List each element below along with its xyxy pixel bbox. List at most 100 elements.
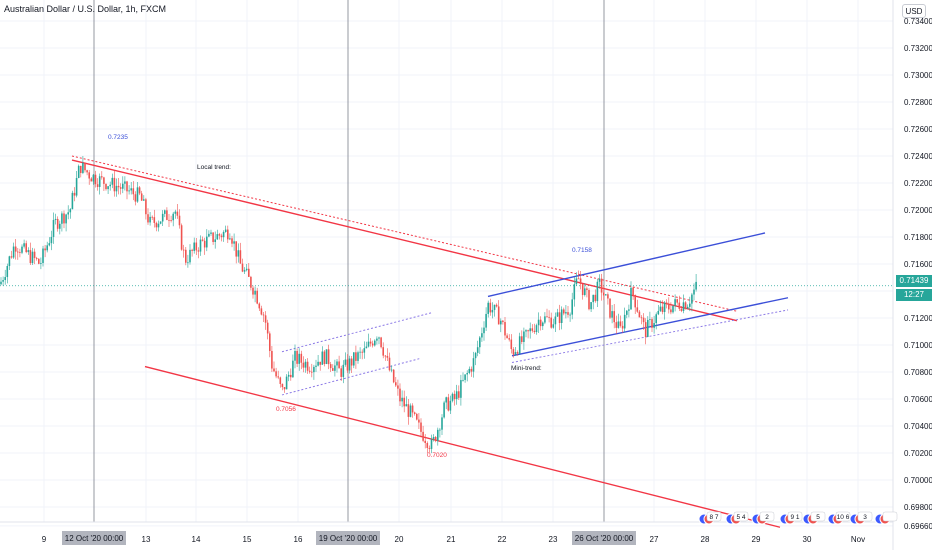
- candle-body: [382, 347, 384, 356]
- candle-body: [672, 305, 674, 313]
- candle-body: [56, 218, 59, 229]
- candle-body: [285, 376, 288, 390]
- candle-body: [531, 328, 534, 331]
- candle-body: [260, 308, 263, 315]
- candle-body: [208, 233, 210, 237]
- candle-body: [136, 187, 139, 202]
- candle-body: [29, 250, 32, 264]
- candle-body: [542, 322, 544, 327]
- trend-lines: [71, 155, 789, 528]
- candle-body: [674, 299, 676, 306]
- candle-body: [304, 361, 307, 368]
- candle-body: [525, 330, 527, 332]
- price-tick-label: 0.70200: [904, 449, 932, 458]
- price-axis[interactable]: 0.69660 0.69800 0.70000 0.70200 0.70400 0.706…: [892, 0, 932, 550]
- candle-body: [663, 302, 666, 313]
- candle-body: [575, 278, 578, 285]
- price-tick-label: 0.70800: [904, 368, 932, 377]
- event-badge[interactable]: 5 4: [725, 511, 749, 525]
- candle-body: [689, 303, 691, 307]
- time-tick-label: 29: [752, 535, 761, 544]
- candle-body: [602, 292, 605, 296]
- candle-body: [170, 220, 172, 221]
- event-count-bg: [835, 511, 851, 522]
- candle-body: [418, 419, 420, 423]
- candle-body: [59, 223, 61, 229]
- candle-body: [197, 250, 200, 252]
- candle-body: [630, 287, 632, 310]
- candle-body: [441, 417, 443, 430]
- candle-body: [506, 335, 508, 339]
- price-tick-label: 0.72200: [904, 179, 932, 188]
- event-badge[interactable]: 2: [751, 511, 775, 525]
- candle-body: [48, 243, 51, 246]
- candle-body: [426, 443, 429, 448]
- candle-body: [287, 374, 290, 377]
- candle-body: [4, 277, 6, 281]
- candle-body: [619, 321, 622, 326]
- candle-body: [657, 310, 660, 315]
- event-badge[interactable]: 3: [849, 511, 873, 525]
- event-badge[interactable]: 10 6: [827, 511, 851, 525]
- candle-body: [623, 314, 626, 329]
- event-badge[interactable]: 8 7: [698, 511, 722, 525]
- candle-body: [63, 213, 65, 224]
- candle-body: [558, 312, 561, 324]
- session-separators: [0, 0, 893, 522]
- candle-body: [134, 194, 137, 202]
- trend-line: [71, 155, 738, 312]
- candle-body: [388, 357, 391, 371]
- candle-body: [355, 352, 357, 361]
- event-badge[interactable]: [874, 511, 898, 525]
- candle-body: [313, 366, 315, 373]
- candle-body: [155, 222, 158, 228]
- candle-body: [548, 316, 550, 318]
- candle-body: [584, 288, 586, 295]
- candle-body: [594, 294, 597, 302]
- candle-body: [560, 309, 563, 324]
- candle-body: [588, 290, 590, 310]
- candle-body: [632, 287, 634, 295]
- candle-body: [325, 349, 328, 364]
- event-badge[interactable]: 5: [802, 511, 826, 525]
- candle-body: [676, 299, 678, 303]
- candle-body: [527, 330, 529, 332]
- time-highlight-label: 26 Oct '20 00:00: [575, 534, 634, 543]
- candle-body: [552, 324, 555, 328]
- candle-body: [264, 315, 267, 323]
- candle-body: [546, 316, 548, 318]
- economic-events[interactable]: 8 7 5 4 2 9 1 5 10 6 3: [698, 511, 898, 525]
- candle-body: [25, 243, 27, 253]
- candle-body: [340, 368, 342, 377]
- candle-body: [617, 321, 620, 328]
- annotation-local-trend: Local trend:: [197, 164, 231, 171]
- event-count: 3: [863, 514, 867, 521]
- candle-body: [166, 210, 168, 220]
- price-tick-label: 0.73400: [904, 17, 932, 26]
- candle-body: [201, 239, 204, 241]
- candle-body: [107, 186, 109, 190]
- time-axis[interactable]: 9 13 14 15 16 20 21 22 23 27 28 29 30 Nov 12 Oct '20 0…: [0, 521, 893, 545]
- event-badge[interactable]: 9 1: [779, 511, 803, 525]
- candle-body: [470, 368, 473, 372]
- candle-body: [443, 402, 445, 418]
- annotation-low-2: 0.7020: [427, 452, 447, 459]
- candle-body: [294, 350, 296, 361]
- candle-body: [252, 287, 254, 295]
- candle-body: [80, 165, 82, 173]
- candle-body: [348, 358, 351, 371]
- candle-body: [432, 436, 435, 440]
- candle-body: [491, 309, 494, 313]
- candle-body: [277, 376, 279, 378]
- candle-body: [510, 339, 513, 350]
- candle-body: [195, 242, 198, 251]
- candle-body: [10, 256, 13, 258]
- candle-body: [439, 429, 441, 431]
- trend-line: [487, 232, 766, 298]
- candle-body: [75, 177, 78, 196]
- candle-body: [61, 213, 63, 224]
- candle-body: [350, 358, 353, 366]
- currency-button[interactable]: USD: [902, 4, 926, 18]
- candle-body: [479, 337, 481, 348]
